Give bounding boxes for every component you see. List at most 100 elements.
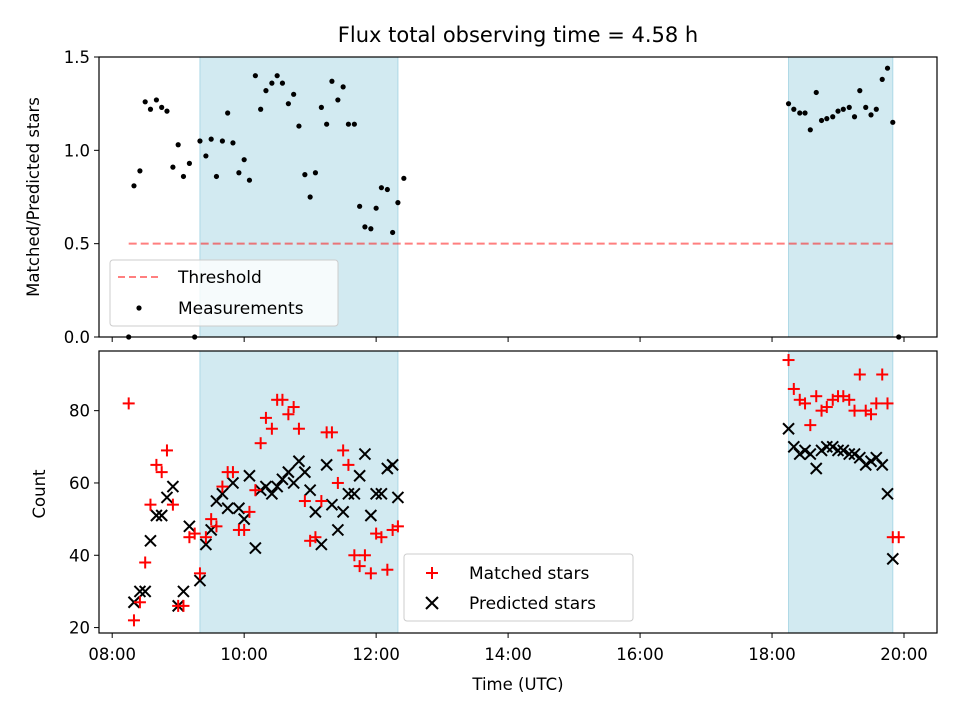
measurement-point bbox=[208, 136, 214, 142]
predicted-point bbox=[843, 447, 856, 461]
measurement-point bbox=[884, 65, 891, 71]
predicted-point bbox=[315, 538, 328, 551]
legend-measurements-label: Measurements bbox=[178, 299, 304, 319]
top-panel: 0.0 0.5 1.0 1.5 Matched/Predicted stars Thr… bbox=[24, 48, 938, 347]
predicted-point bbox=[381, 462, 394, 475]
measurement-point bbox=[230, 140, 236, 146]
matched-point bbox=[782, 354, 795, 367]
predicted-stars-points bbox=[127, 422, 899, 613]
y-tick-label: 0.5 bbox=[64, 235, 90, 254]
measurement-point bbox=[279, 80, 286, 86]
predicted-point bbox=[177, 585, 190, 598]
predicted-point bbox=[364, 509, 378, 522]
predicted-point bbox=[232, 502, 246, 515]
measurement-points bbox=[126, 65, 902, 340]
y-tick-label: 40 bbox=[69, 546, 90, 565]
measurement-point bbox=[345, 121, 352, 127]
measurement-point bbox=[164, 108, 170, 114]
x-axis-label: Time (UTC) bbox=[471, 675, 563, 694]
matched-point bbox=[892, 531, 905, 544]
predicted-point bbox=[348, 487, 361, 501]
matched-point bbox=[348, 549, 361, 562]
measurement-point bbox=[296, 123, 302, 129]
legend-measurements-swatch bbox=[136, 305, 142, 311]
matched-point bbox=[216, 480, 229, 493]
x-tick-label: 10:00 bbox=[220, 645, 268, 664]
predicted-point bbox=[298, 465, 312, 479]
matched-point bbox=[337, 444, 350, 457]
predicted-point bbox=[331, 523, 345, 537]
measurement-point bbox=[170, 164, 176, 170]
measurement-point bbox=[824, 116, 830, 122]
x-tick-label: 12:00 bbox=[352, 645, 400, 664]
measurement-point bbox=[785, 101, 792, 107]
matched-point bbox=[848, 404, 861, 417]
predicted-point bbox=[150, 509, 163, 522]
predicted-point bbox=[386, 458, 399, 472]
x-tick-label: 14:00 bbox=[484, 645, 532, 664]
legend-matched-label: Matched stars bbox=[469, 564, 589, 584]
matched-point bbox=[243, 505, 256, 518]
measurement-point bbox=[879, 76, 885, 82]
matched-point bbox=[381, 563, 394, 576]
predicted-point bbox=[815, 444, 828, 457]
measurement-point bbox=[159, 104, 165, 110]
measurement-point bbox=[225, 110, 231, 116]
measurement-point bbox=[802, 110, 808, 116]
measurement-point bbox=[219, 138, 225, 144]
measurement-point bbox=[131, 183, 137, 189]
measurement-point bbox=[791, 106, 797, 112]
observing-band bbox=[199, 350, 399, 634]
y-tick-label: 1.5 bbox=[64, 48, 90, 67]
measurement-point bbox=[180, 173, 187, 180]
predicted-point bbox=[793, 447, 806, 461]
predicted-point bbox=[782, 422, 795, 435]
matched-point bbox=[375, 531, 388, 544]
x-tick-label: 08:00 bbox=[88, 645, 136, 664]
predicted-point bbox=[881, 487, 894, 501]
y-tick-label: 80 bbox=[69, 402, 90, 421]
matched-point bbox=[166, 498, 179, 511]
bottom-y-axis: 20 40 60 80 bbox=[69, 402, 99, 638]
measurement-point bbox=[241, 157, 247, 163]
predicted-point bbox=[831, 444, 845, 457]
measurement-point bbox=[258, 106, 264, 112]
predicted-point bbox=[358, 447, 372, 461]
measurement-point bbox=[807, 127, 813, 133]
matched-point bbox=[870, 397, 883, 410]
matched-stars-points bbox=[122, 354, 905, 627]
measurement-point bbox=[335, 97, 341, 103]
predicted-point bbox=[864, 455, 878, 468]
measurement-point bbox=[137, 168, 143, 174]
predicted-point bbox=[375, 487, 388, 501]
matched-point bbox=[342, 458, 355, 471]
measurement-point bbox=[285, 101, 291, 107]
measurement-point bbox=[329, 78, 335, 84]
predicted-point bbox=[303, 483, 317, 497]
measurement-point bbox=[373, 205, 379, 211]
predicted-point bbox=[226, 476, 240, 490]
measurement-point bbox=[318, 104, 324, 110]
predicted-point bbox=[336, 505, 350, 519]
predicted-point bbox=[848, 447, 861, 461]
measurement-point bbox=[835, 108, 841, 114]
measurement-point bbox=[357, 203, 363, 209]
matched-point bbox=[160, 444, 173, 457]
bottom-x-axis: 08:00 10:00 12:00 14:00 16:00 18:00 20:00 bbox=[88, 633, 928, 664]
measurement-point bbox=[362, 224, 368, 230]
measurement-point bbox=[390, 229, 396, 236]
observing-band bbox=[788, 56, 894, 338]
matched-point bbox=[843, 393, 856, 406]
measurement-point bbox=[890, 119, 896, 125]
matched-point bbox=[254, 437, 267, 450]
y-tick-label: 60 bbox=[69, 474, 90, 493]
measurement-point bbox=[246, 177, 253, 183]
measurement-point bbox=[307, 194, 313, 200]
matched-point bbox=[325, 426, 338, 439]
bottom-y-axis-label: Count bbox=[30, 469, 49, 519]
measurement-point bbox=[302, 172, 308, 178]
matched-point bbox=[876, 368, 889, 381]
measurement-point bbox=[395, 200, 401, 206]
predicted-point bbox=[138, 585, 152, 598]
